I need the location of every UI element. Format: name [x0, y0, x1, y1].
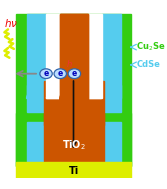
Bar — [16, 162, 131, 178]
Polygon shape — [46, 86, 101, 98]
Text: $h\nu$: $h\nu$ — [5, 17, 19, 29]
Text: TiO$_2$: TiO$_2$ — [62, 139, 86, 152]
Text: CdSe: CdSe — [136, 60, 160, 69]
Polygon shape — [27, 81, 121, 98]
Bar — [16, 14, 131, 166]
Bar — [46, 14, 60, 98]
Text: $h$: $h$ — [66, 58, 72, 69]
Bar — [27, 85, 121, 112]
Bar — [102, 14, 121, 98]
Bar — [60, 14, 88, 103]
Ellipse shape — [54, 69, 66, 79]
Ellipse shape — [40, 69, 52, 79]
Bar — [88, 14, 102, 98]
Bar — [60, 14, 88, 103]
Text: e: e — [58, 69, 63, 78]
Bar — [27, 122, 121, 166]
Bar — [60, 14, 88, 103]
Bar — [44, 113, 104, 166]
Text: Cu$_2$Se: Cu$_2$Se — [136, 41, 166, 53]
Bar — [44, 81, 104, 125]
Bar — [16, 113, 131, 166]
Bar — [27, 14, 46, 98]
Polygon shape — [60, 90, 88, 100]
Ellipse shape — [68, 69, 81, 79]
Text: Ti: Ti — [68, 166, 79, 176]
Text: e: e — [72, 69, 77, 78]
Text: e: e — [43, 69, 49, 78]
